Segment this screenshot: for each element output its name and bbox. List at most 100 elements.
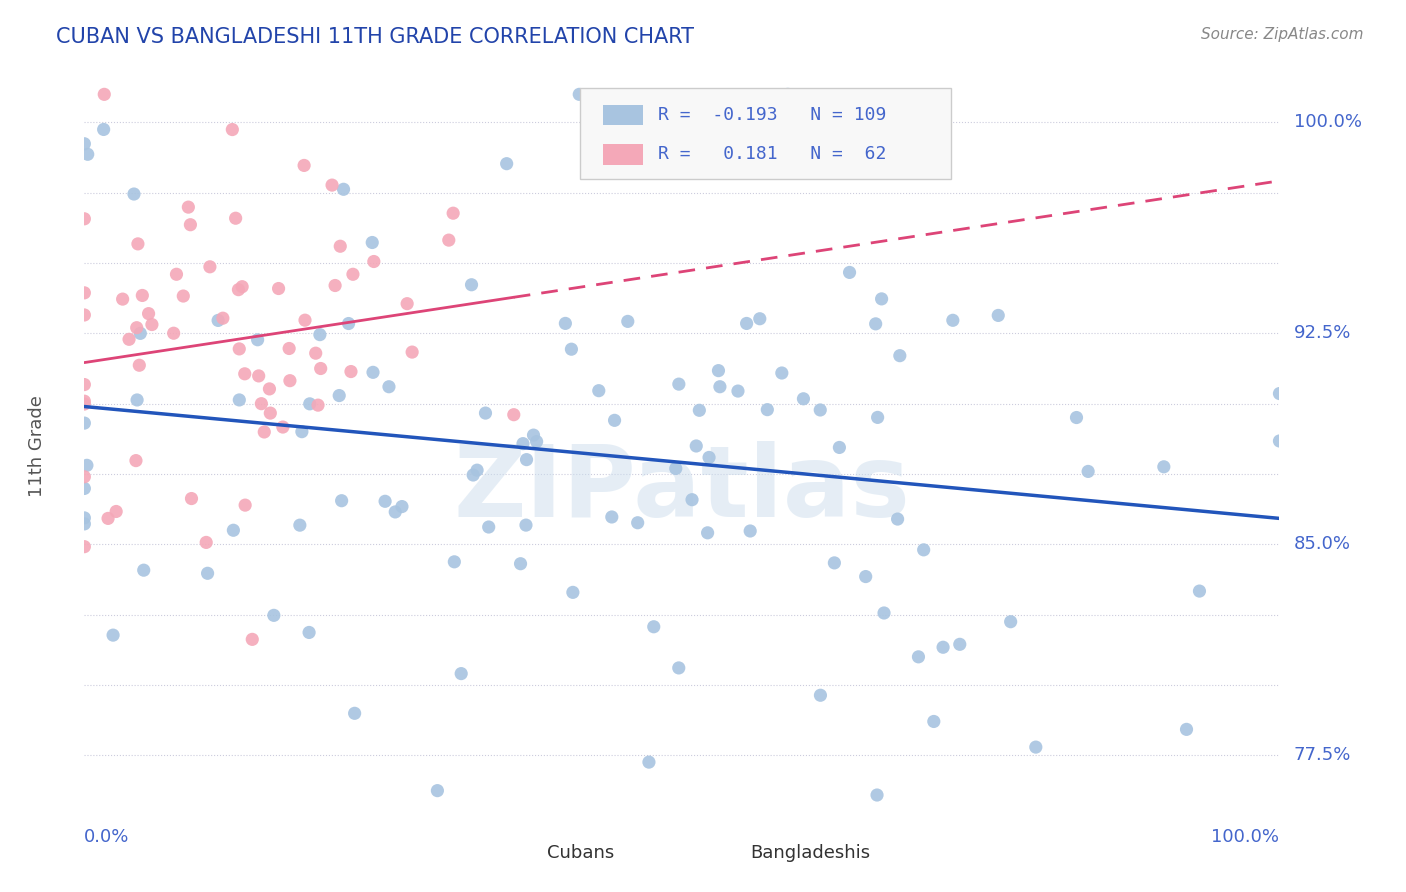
Point — [627, 516, 650, 530]
FancyBboxPatch shape — [706, 842, 744, 865]
Point — [309, 327, 332, 342]
Point — [141, 318, 163, 332]
Point — [1188, 584, 1211, 599]
Point — [177, 200, 200, 214]
Point — [118, 332, 141, 346]
Point — [709, 380, 731, 394]
Point — [73, 540, 96, 554]
Point — [221, 122, 243, 136]
Point — [512, 436, 534, 450]
Point — [823, 556, 845, 570]
Point — [401, 345, 423, 359]
Point — [526, 434, 548, 449]
Point — [374, 494, 396, 508]
Point — [125, 320, 148, 334]
Point — [240, 632, 263, 647]
Point — [866, 410, 889, 425]
Point — [263, 608, 285, 623]
FancyBboxPatch shape — [581, 87, 950, 179]
Point — [495, 156, 517, 170]
Point — [76, 458, 98, 473]
Point — [305, 346, 328, 360]
Text: Source: ZipAtlas.com: Source: ZipAtlas.com — [1201, 27, 1364, 42]
Point — [889, 349, 911, 363]
Point — [138, 307, 160, 321]
Point — [330, 493, 353, 508]
Text: ZIPatlas: ZIPatlas — [454, 442, 910, 539]
Point — [588, 384, 610, 398]
Point — [111, 292, 134, 306]
Point — [756, 402, 779, 417]
Point — [73, 482, 96, 496]
Point — [554, 317, 576, 331]
Point — [561, 585, 583, 599]
Point — [278, 374, 301, 388]
Point — [855, 569, 877, 583]
Point — [253, 425, 276, 439]
Point — [426, 783, 449, 797]
Point — [307, 398, 329, 412]
Point — [212, 311, 235, 326]
Text: 0.0%: 0.0% — [84, 828, 129, 846]
Point — [1153, 459, 1175, 474]
Point — [198, 260, 221, 274]
Point — [76, 147, 98, 161]
Point — [502, 408, 524, 422]
Point — [450, 666, 472, 681]
Point — [1268, 386, 1291, 401]
Point — [560, 342, 582, 356]
Point — [228, 342, 250, 356]
Point — [515, 452, 537, 467]
Point — [1025, 740, 1047, 755]
Point — [876, 132, 898, 146]
Point — [748, 311, 770, 326]
Point — [696, 525, 718, 540]
Point — [681, 492, 703, 507]
Point — [267, 281, 290, 295]
Point — [93, 87, 115, 102]
Point — [391, 500, 413, 514]
Point — [1066, 410, 1088, 425]
Point — [685, 439, 707, 453]
Point — [73, 416, 96, 430]
Point — [180, 491, 202, 506]
Point — [828, 441, 851, 455]
Text: R =  -0.193   N = 109: R = -0.193 N = 109 — [658, 106, 886, 124]
FancyBboxPatch shape — [603, 145, 643, 165]
Point — [342, 267, 364, 281]
Point — [873, 606, 896, 620]
Point — [838, 265, 860, 279]
Point — [197, 566, 219, 581]
Point — [163, 326, 186, 341]
Point — [668, 377, 690, 392]
Point — [288, 518, 311, 533]
Point — [73, 516, 96, 531]
Point — [127, 392, 149, 407]
Point — [1175, 723, 1198, 737]
Point — [770, 366, 793, 380]
Point — [808, 403, 831, 417]
Point — [105, 504, 128, 518]
Point — [361, 365, 384, 379]
Point — [298, 397, 321, 411]
Point — [443, 555, 465, 569]
Point — [792, 392, 814, 406]
Point — [132, 563, 155, 577]
Point — [195, 535, 218, 549]
Point — [363, 254, 385, 268]
Point — [247, 368, 270, 383]
Point — [378, 380, 401, 394]
Point — [337, 317, 360, 331]
Text: 92.5%: 92.5% — [1294, 325, 1351, 343]
Point — [568, 87, 591, 102]
Point — [332, 182, 354, 196]
Point — [1077, 465, 1099, 479]
Point — [73, 285, 96, 300]
Point — [131, 288, 153, 302]
Point — [228, 392, 250, 407]
Point — [292, 158, 315, 172]
Point — [73, 511, 96, 525]
Point — [515, 518, 537, 533]
Text: 11th Grade: 11th Grade — [28, 395, 45, 497]
Point — [172, 289, 194, 303]
